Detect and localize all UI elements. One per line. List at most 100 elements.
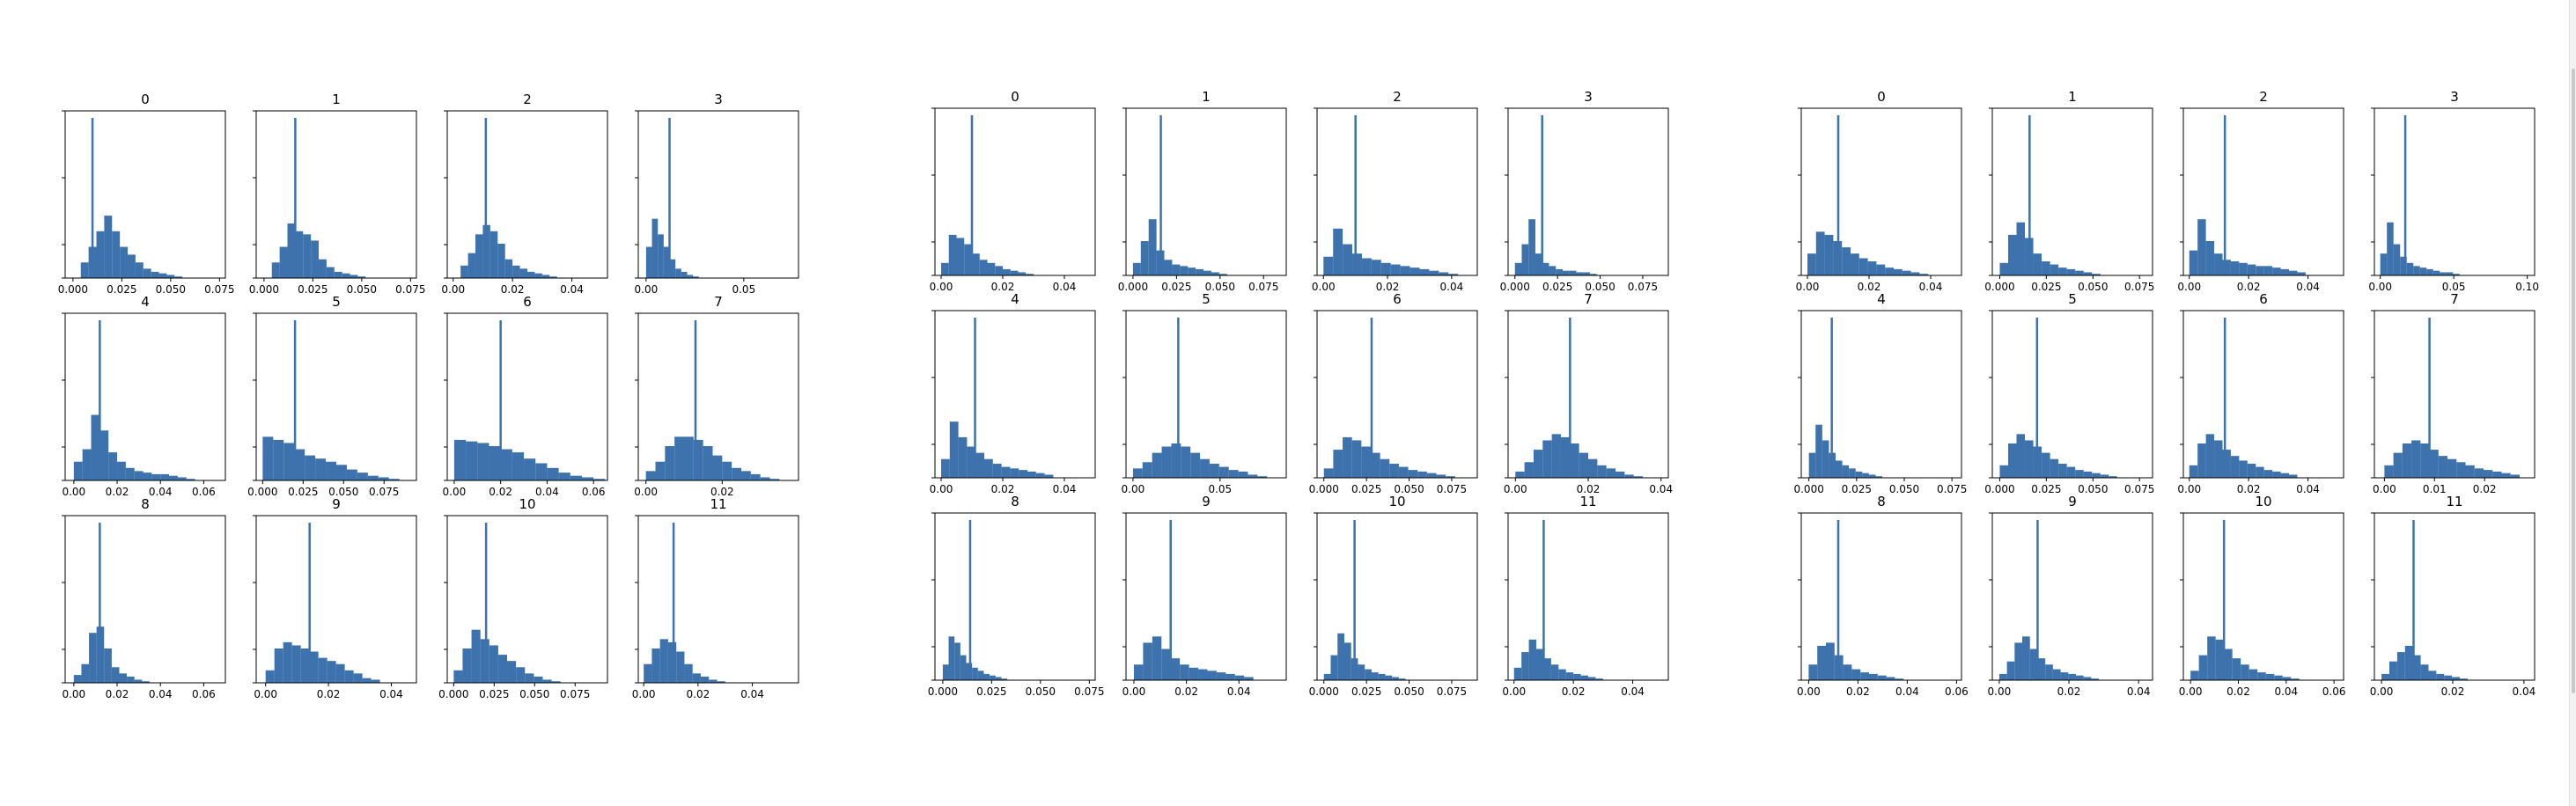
x-tick-label: 0.000 [928,685,958,698]
x-tick-label: 0.00 [2179,685,2203,698]
histogram-bar [2460,678,2468,680]
histogram-panel: 9 0.00 0.02 0.04 [1988,494,2153,698]
histogram-bar [1817,645,1826,680]
x-tick-label: 0.050 [1394,483,1424,495]
histogram-bar [1225,673,1235,680]
histogram-bar [1152,636,1162,680]
histogram-bar [1333,450,1343,478]
histogram-bar [2282,677,2292,680]
histogram-bar [271,262,280,278]
x-tick-label: 0.00 [1122,685,1146,698]
x-tick-label: 0.000 [1793,483,1823,495]
histogram-bar [2241,664,2249,680]
panel-frame [1800,310,1962,479]
vertical-scrollbar[interactable] [2569,0,2576,806]
histogram-bar [1371,672,1379,680]
histogram-bar [512,452,525,480]
histogram-bar [1140,240,1149,275]
histogram-bar [669,259,676,278]
x-tick-label: 0.025 [2031,281,2061,293]
histogram-bar [1035,473,1045,478]
histogram-bar [336,465,347,480]
histogram-panel: 9 0.00 0.02 0.04 [1122,494,1287,698]
histogram-bar [362,678,372,683]
x-tick-label: 0.075 [1628,281,1658,293]
histogram-bar [551,681,561,683]
histogram-bar [687,275,694,278]
histogram-bar [462,648,472,683]
histogram-bar [378,477,389,480]
histogram-bar [1998,673,2007,680]
histogram-bar [142,681,150,683]
histogram-bar [2052,669,2061,680]
panel-frame [637,515,799,684]
histogram-bar [489,645,498,683]
histogram-bar [1170,658,1181,680]
histogram-bar [2239,460,2248,478]
histogram-panel: 7 0.00 0.01 0.02 [2371,291,2536,495]
histogram-bar [2205,240,2215,275]
histogram-panel: 6 0.00 0.02 0.04 0.06 [443,294,608,498]
x-tick-label: 0.00 [2370,685,2394,698]
panel-title: 10 [2255,494,2271,509]
histogram-bar [541,275,550,278]
panel-frame [2374,512,2536,681]
x-tick-label: 0.050 [1205,281,1235,293]
x-tick-label: 0.04 [560,283,584,296]
histogram-bar [1216,672,1226,680]
histogram-bar [475,234,483,278]
x-tick-label: 0.000 [1984,281,2014,293]
panel-title: 0 [141,92,150,107]
histogram-bar [353,673,363,683]
histogram-bar [741,471,751,480]
histogram-bar [1875,476,1883,478]
histogram-bar [1542,262,1549,275]
histogram-bar [942,664,949,680]
histogram-bar [1257,476,1268,478]
histogram-bar [2440,272,2447,275]
histogram-bar [1885,267,1894,275]
histogram-bar [504,259,513,278]
x-tick-label: 0.075 [2124,483,2154,495]
x-tick-label: 0.00 [2177,483,2201,495]
histogram-bar [1858,258,1868,275]
histogram-bar [2263,470,2273,478]
x-tick-label: 0.02 [710,486,734,498]
histogram-panel: 10 0.000 0.025 0.050 0.075 [438,496,608,700]
histogram-bar [992,464,1002,478]
histogram-bar [2388,661,2397,680]
histogram-bar [1514,262,1522,275]
histogram-bar [2247,464,2256,478]
histogram-bar [507,661,517,683]
histogram-bar [1886,677,1895,680]
panel-frame [934,512,1096,681]
x-tick-label: 0.04 [1053,281,1077,293]
histogram-bar [1181,446,1191,478]
panel-frame [1991,107,2153,276]
histogram-bar [2432,270,2440,275]
histogram-bar [2222,260,2231,275]
x-tick-label: 0.075 [1437,483,1467,495]
histogram-bar [1573,673,1581,680]
histogram-bar [2411,440,2421,478]
histogram-panel: 0 0.00 0.02 0.04 [930,89,1096,293]
histogram-bar [1633,476,1644,478]
histogram-bar [1161,648,1171,680]
x-tick-label: 0.06 [192,688,216,700]
histogram-bar [1003,268,1011,275]
histogram-bar [1390,264,1401,275]
panel-title: 7 [714,294,723,310]
histogram-bar [760,477,770,480]
histogram-panel: 2 0.00 0.02 0.04 [2177,89,2344,293]
histogram-bar [1333,228,1343,275]
histogram-bar [1371,260,1381,275]
histogram-bar [1161,446,1172,478]
histogram-bar [2075,675,2084,680]
x-tick-label: 0.050 [2078,281,2108,293]
x-tick-label: 0.050 [328,486,358,498]
histogram-bar [1894,268,1903,275]
scrollbar-thumb[interactable] [2572,69,2575,693]
histogram-panel: 9 0.00 0.02 0.04 [253,496,417,700]
histogram-bar [287,223,296,278]
histogram-bar [151,473,161,480]
